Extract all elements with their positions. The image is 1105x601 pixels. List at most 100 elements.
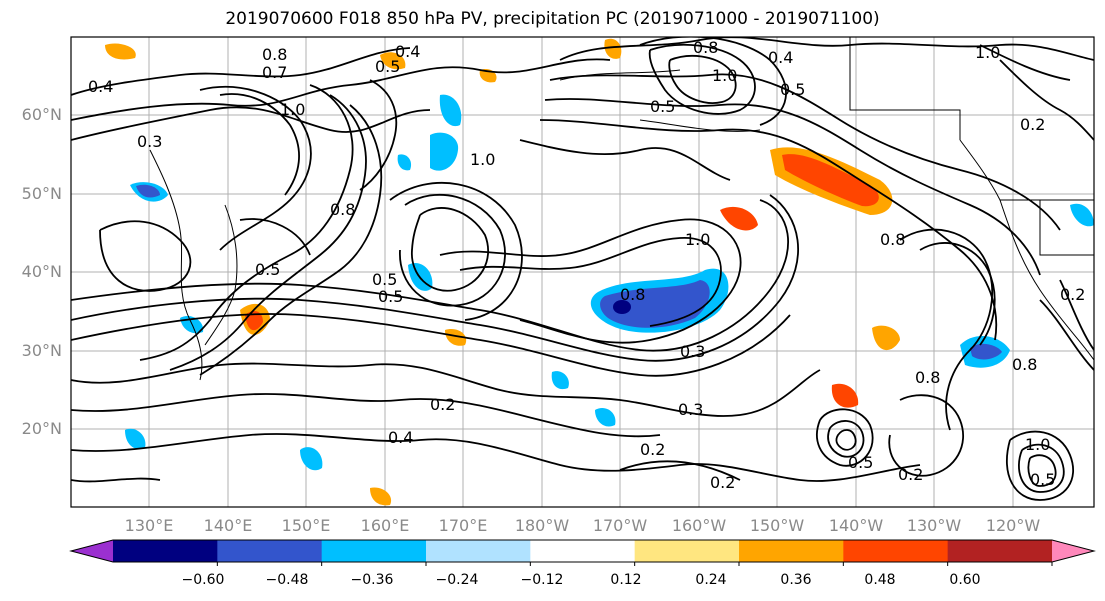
precip-positive-area [872,325,900,351]
map-frame [70,36,1095,508]
precip-negative-area [551,371,569,390]
colorbar-tick-label: 0.60 [949,572,981,588]
lon-label: 150°E [281,516,331,535]
precip-positive-area [380,52,406,70]
contour-label: 0.5 [848,453,873,472]
colorbar-segment [426,540,531,562]
contour-label: 0.8 [915,368,940,387]
precip-positive-area [831,383,859,408]
lon-label: 170°W [592,516,648,535]
contour-label: 0.3 [137,132,162,151]
contour-label: 0.4 [395,42,420,61]
map-title: 2019070600 F018 850 hPa PV, precipitatio… [225,9,880,29]
precip-negative-area [1070,203,1094,227]
contour-label: 0.4 [88,77,113,96]
precip-negative-core [600,280,710,328]
contour-label: 0.4 [388,428,413,447]
contour-label: 0.5 [375,57,400,76]
contour-label: 1.0 [975,43,1000,62]
contour-label: 0.8 [262,45,287,64]
contour-label: 1.0 [712,66,737,85]
precip-positive-core [782,154,879,207]
gridlines [71,37,1094,507]
lon-label: 140°E [203,516,253,535]
lat-label: 50°N [21,184,62,203]
contour-label: 0.3 [678,400,703,419]
contour-labels: 0.8 0.7 0.4 0.5 0.4 0.3 1.0 0.5 0.8 0.5 … [88,38,1085,492]
pv-contours [71,37,1094,501]
contour-label: 0.3 [680,342,705,361]
lon-label: 130°E [124,516,174,535]
precip-positive-area [720,206,758,231]
lat-label: 60°N [21,105,62,124]
precip-negative-area [439,94,462,127]
contour-label: 1.0 [1025,435,1050,454]
contour-label: 0.4 [768,48,793,67]
contour-label: 0.8 [880,230,905,249]
lon-label: 120°W [985,516,1041,535]
contour-label: 0.5 [1030,470,1055,489]
colorbar-segment [113,540,218,562]
precip-negative-core [970,343,1002,360]
contour-label: 0.2 [710,473,735,492]
colorbar-segment [530,540,636,562]
colorbar-tick-label: −0.60 [181,572,225,588]
contour-label: 0.2 [1060,285,1085,304]
lat-label: 40°N [21,262,62,281]
precip-negative-area [125,428,146,450]
contour-label: 0.5 [780,80,805,99]
contour-label: 0.2 [640,440,665,459]
colorbar [69,539,1096,566]
contour-label: 0.5 [378,287,403,306]
contour-label: 0.5 [372,270,397,289]
contour-label: 0.8 [620,285,645,304]
contour-label: 0.2 [898,465,923,484]
precip-positive-area [445,329,467,346]
contour-label: 1.0 [280,100,305,119]
precip-negative-max [613,300,631,314]
lon-label: 150°W [749,516,805,535]
contour-label: 1.0 [685,230,710,249]
contour-label: 0.2 [1020,115,1045,134]
lat-label: 30°N [21,341,62,360]
colorbar-tick-label: 0.12 [610,572,642,588]
precip-positive-area [604,38,622,59]
colorbar-tick-label: −0.36 [350,572,394,588]
contour-label: 0.7 [262,63,287,82]
colorbar-segment [217,540,323,562]
colorbar-segment [739,540,844,562]
coastlines [149,37,1094,381]
precip-negative-area [397,154,412,171]
contour-label: 0.8 [693,38,718,57]
colorbar-segment [321,540,427,562]
lon-label: 140°W [828,516,884,535]
colorbar-tick-label: −0.48 [265,572,309,588]
colorbar-segment [947,540,1053,562]
precip-negative-core [136,184,160,198]
precip-negative-area [595,407,616,427]
precip-negative-area [300,447,323,471]
lon-label: 180°W [514,516,570,535]
colorbar-tick-label: −0.12 [520,572,564,588]
colorbar-tick-label: 0.48 [864,572,896,588]
lon-label: 130°W [906,516,962,535]
contour-label: 0.8 [1012,355,1037,374]
colorbar-segment [634,540,740,562]
contour-label: 0.2 [430,395,455,414]
contour-label: 1.0 [470,150,495,169]
precip-positive-area [105,43,136,60]
lat-label: 20°N [21,419,62,438]
precip-negative-area [430,132,459,171]
colorbar-extend-min [71,540,113,562]
lon-label: 160°W [671,516,727,535]
contour-label: 0.8 [330,200,355,219]
lon-label: 170°E [438,516,488,535]
contour-label: 0.5 [255,260,280,279]
colorbar-tick-label: 0.24 [695,572,727,588]
lon-label: 160°E [360,516,410,535]
contour-label: 0.5 [650,97,675,116]
colorbar-outline [69,539,1096,563]
colorbar-tick-label: 0.36 [780,572,812,588]
precip-positive-area [370,487,392,506]
